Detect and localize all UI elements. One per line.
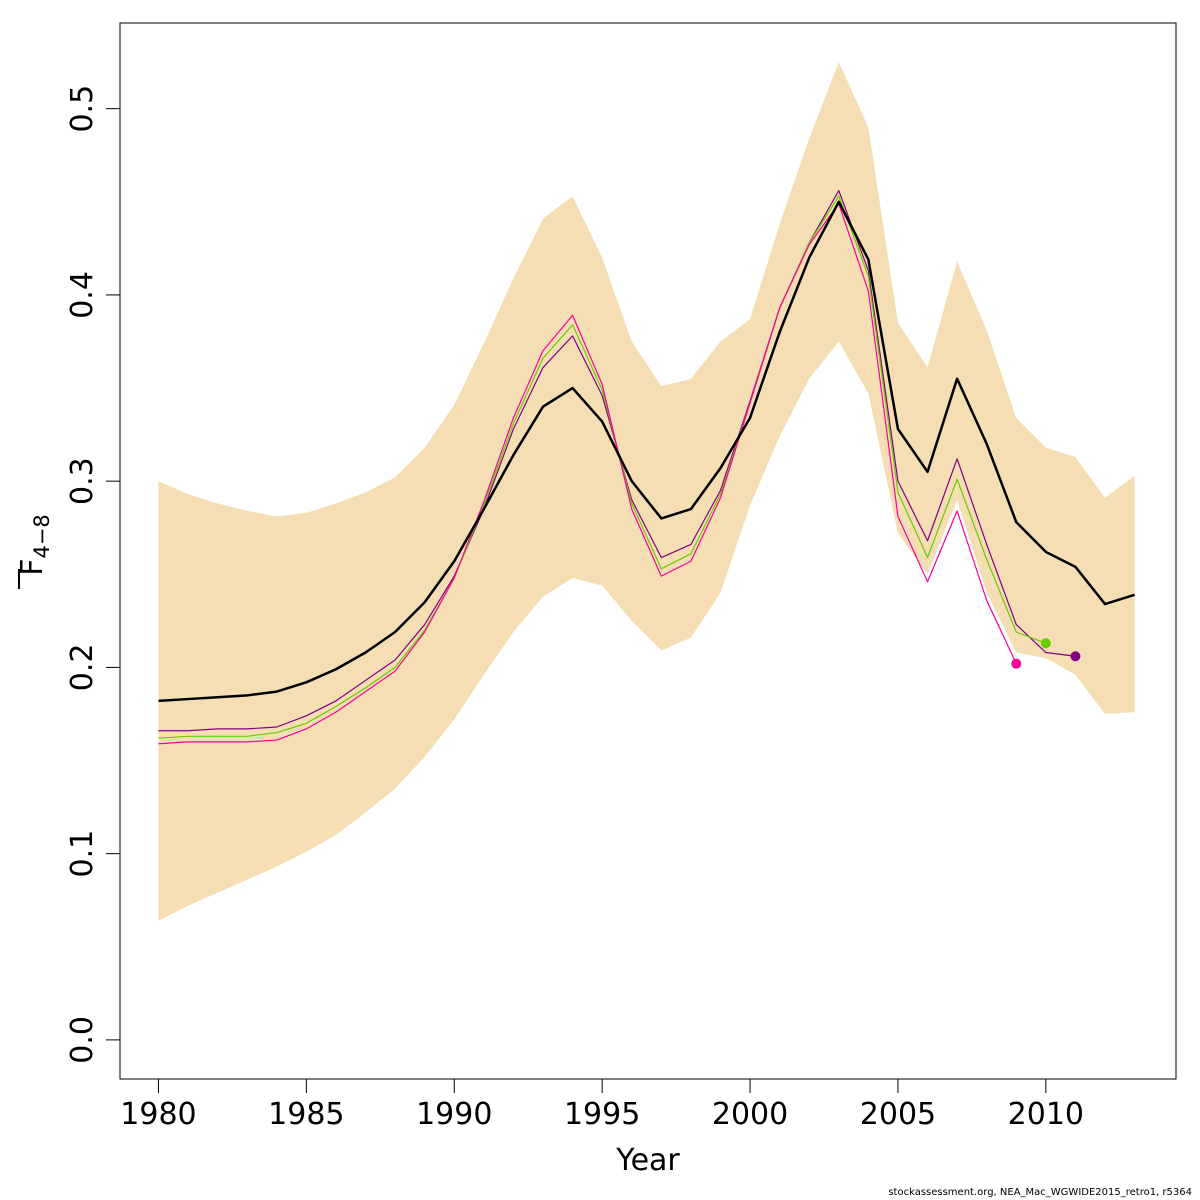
- svg-text:F4−8: F4−8: [15, 514, 54, 576]
- y-axis-title-main: F: [15, 559, 50, 576]
- y-tick-label: 0.4: [65, 271, 100, 319]
- y-tick-label: 0.3: [65, 457, 100, 505]
- series-layer: [158, 190, 1135, 745]
- y-axis-title-subscript: 4−8: [30, 514, 54, 558]
- x-tick-label: 1985: [268, 1097, 344, 1132]
- x-tick-label: 2010: [1008, 1097, 1084, 1132]
- series-endpoint-1: [1070, 651, 1081, 662]
- x-axis-title: Year: [615, 1143, 680, 1178]
- y-axis: 0.0 0.1 0.2 0.3 0.4 0.5: [65, 85, 121, 1064]
- series-endpoint-3: [1011, 658, 1022, 669]
- x-tick-label: 2005: [860, 1097, 936, 1132]
- y-tick-label: 0.1: [65, 830, 100, 878]
- series-line-0: [158, 200, 1135, 703]
- y-tick-label: 0.2: [65, 644, 100, 692]
- x-tick-label: 1990: [416, 1097, 492, 1132]
- footer-source: stockassessment.org, NEA_Mac_WGWIDE2015_…: [888, 1187, 1192, 1198]
- confidence-band-layer: [158, 62, 1135, 921]
- x-tick-label: 2000: [712, 1097, 788, 1132]
- y-axis-title: F4−8: [15, 514, 54, 589]
- series-line-2: [158, 195, 1047, 739]
- y-tick-label: 0.0: [65, 1016, 100, 1064]
- series-line-3: [158, 203, 1017, 745]
- confidence-band: [158, 62, 1135, 921]
- x-tick-label: 1980: [120, 1097, 196, 1132]
- x-axis: 1980 1985 1990 1995 2000 2005 2010: [120, 1078, 1084, 1132]
- series-endpoint-2: [1040, 638, 1051, 649]
- x-tick-label: 1995: [564, 1097, 640, 1132]
- y-tick-label: 0.5: [65, 85, 100, 133]
